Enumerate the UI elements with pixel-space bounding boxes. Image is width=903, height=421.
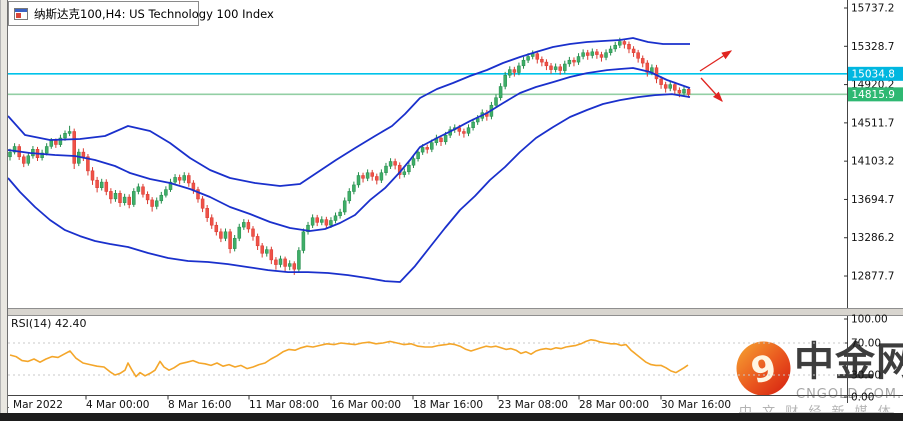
svg-text:30.00: 30.00 [851, 370, 881, 382]
svg-text:0.00: 0.00 [851, 392, 874, 404]
svg-text:70.00: 70.00 [851, 338, 881, 350]
chart-title-bar[interactable]: 纳斯达克100,H4: US Technology 100 Index [8, 1, 274, 26]
svg-text:15737.2: 15737.2 [851, 3, 894, 15]
window-bottom-strip [0, 413, 903, 421]
svg-text:100.00: 100.00 [851, 314, 888, 326]
rsi-axis: 100.00 70.00 30.00 0.00 [8, 314, 888, 404]
svg-text:23 Mar 08:00: 23 Mar 08:00 [498, 399, 568, 411]
chart-title: 纳斯达克100,H4: US Technology 100 Index [34, 6, 274, 21]
bollinger-upper-band [7, 37, 690, 187]
price-badges: 15034.8 14815.9 [848, 66, 903, 102]
watermark-domain-text: CNGOLD.COM.CN [796, 387, 903, 402]
svg-text:30 Mar 16:00: 30 Mar 16:00 [661, 399, 731, 411]
svg-text:14511.7: 14511.7 [851, 117, 894, 129]
candles-layer [8, 37, 691, 275]
svg-text:16 Mar 00:00: 16 Mar 00:00 [331, 399, 401, 411]
level-lines [8, 73, 847, 96]
svg-text:12877.7: 12877.7 [851, 271, 894, 283]
svg-text:4 Mar 00:00: 4 Mar 00:00 [86, 399, 149, 411]
svg-text:14815.9: 14815.9 [852, 89, 895, 101]
svg-text:18 Mar 16:00: 18 Mar 16:00 [413, 399, 483, 411]
svg-text:13694.7: 13694.7 [851, 194, 894, 206]
watermark-brand-text: 中金网 [794, 339, 903, 385]
cngold-logo-icon: 9 [736, 341, 791, 396]
chart-window-icon [14, 7, 28, 20]
svg-text:14103.2: 14103.2 [851, 156, 894, 168]
svg-text:15328.7: 15328.7 [851, 41, 894, 53]
window-left-frame [0, 0, 8, 421]
bollinger-lower-band [7, 93, 691, 283]
resistance-line-badge [848, 66, 903, 81]
svg-text:15034.8: 15034.8 [852, 69, 895, 81]
bollinger-middle-band [7, 67, 691, 232]
trend-arrow-up [699, 50, 733, 72]
svg-text:1 Mar 2022: 1 Mar 2022 [3, 399, 63, 411]
rsi-line [9, 338, 689, 378]
price-axis: 15737.215328.714920.214511.714103.213694… [844, 3, 894, 283]
bollinger-bands [7, 37, 691, 283]
svg-text:28 Mar 00:00: 28 Mar 00:00 [579, 399, 649, 411]
chart-frame [0, 0, 903, 403]
time-axis: 1 Mar 2022 4 Mar 00:00 8 Mar 16:00 11 Mar 0… [2, 395, 731, 411]
svg-text:8 Mar 16:00: 8 Mar 16:00 [168, 399, 231, 411]
rsi-indicator-label: RSI(14) 42.40 [11, 317, 87, 330]
trend-arrows [699, 50, 733, 102]
cngold-watermark: 9 中金网 CNGOLD.COM.CN 中 文 财 经 新 媒 体 [733, 337, 903, 420]
svg-text:13286.2: 13286.2 [851, 232, 894, 244]
pane-divider [0, 309, 903, 315]
current-price-line-badge [848, 87, 903, 102]
trend-arrow-down [700, 77, 723, 102]
svg-text:11 Mar 08:00: 11 Mar 08:00 [249, 399, 319, 411]
